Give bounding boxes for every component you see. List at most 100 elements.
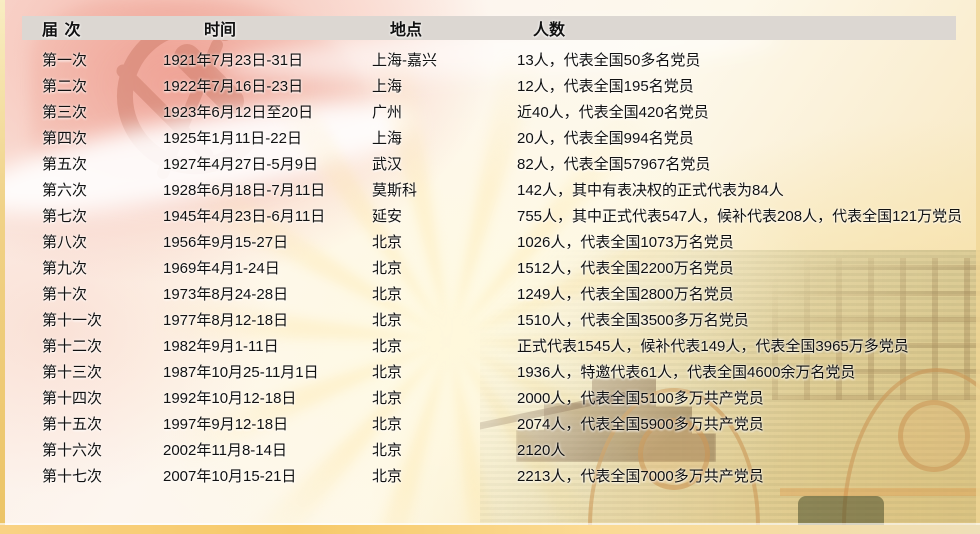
session-cell: 第二次 bbox=[42, 77, 88, 95]
location-cell: 北京 bbox=[372, 389, 403, 407]
location-cell: 广州 bbox=[372, 103, 403, 121]
header-attendance: 人数 bbox=[533, 22, 566, 39]
table-row: 第十次 1973年8月24-28日 北京 1249人，代表全国2800万名党员 bbox=[22, 280, 956, 306]
table-row: 第二次 1922年7月16日-23日 上海 12人，代表全国195名党员 bbox=[22, 72, 956, 98]
location-cell: 武汉 bbox=[372, 155, 403, 173]
table-row: 第十六次 2002年11月8-14日 北京 2120人 bbox=[22, 436, 956, 462]
time-cell: 1997年9月12-18日 bbox=[163, 415, 289, 433]
attendance-cell: 1510人，代表全国3500多万名党员 bbox=[517, 311, 749, 329]
session-cell: 第一次 bbox=[42, 51, 88, 69]
table-row: 第三次 1923年6月12日至20日 广州 近40人，代表全国420名党员 bbox=[22, 98, 956, 124]
attendance-cell: 2000人，代表全国5100多万共产党员 bbox=[517, 389, 764, 407]
location-cell: 北京 bbox=[372, 337, 403, 355]
attendance-cell: 1249人，代表全国2800万名党员 bbox=[517, 285, 734, 303]
time-cell: 1925年1月11日-22日 bbox=[163, 129, 302, 147]
time-cell: 2002年11月8-14日 bbox=[163, 441, 287, 459]
session-cell: 第八次 bbox=[42, 233, 88, 251]
location-cell: 北京 bbox=[372, 311, 403, 329]
session-cell: 第九次 bbox=[42, 259, 88, 277]
session-cell: 第四次 bbox=[42, 129, 88, 147]
location-cell: 延安 bbox=[372, 207, 403, 225]
time-cell: 1927年4月27日-5月9日 bbox=[163, 155, 319, 173]
table-row: 第八次 1956年9月15-27日 北京 1026人，代表全国1073万名党员 bbox=[22, 228, 956, 254]
header-location: 地点 bbox=[390, 22, 423, 39]
table-row: 第一次 1921年7月23日-31日 上海-嘉兴 13人，代表全国50多名党员 bbox=[22, 46, 956, 72]
attendance-cell: 1026人，代表全国1073万名党员 bbox=[517, 233, 734, 251]
attendance-cell: 13人，代表全国50多名党员 bbox=[517, 51, 701, 69]
attendance-cell: 近40人，代表全国420名党员 bbox=[517, 103, 709, 121]
time-cell: 1922年7月16日-23日 bbox=[163, 77, 304, 95]
time-cell: 2007年10月15-21日 bbox=[163, 467, 297, 485]
time-cell: 1982年9月1-11日 bbox=[163, 337, 279, 355]
header-session: 届 次 bbox=[42, 22, 82, 39]
location-cell: 上海 bbox=[372, 129, 403, 147]
arch-ornament-right bbox=[898, 400, 970, 472]
time-cell: 1921年7月23日-31日 bbox=[163, 51, 304, 69]
table-row: 第九次 1969年4月1-24日 北京 1512人，代表全国2200万名党员 bbox=[22, 254, 956, 280]
session-cell: 第十二次 bbox=[42, 337, 103, 355]
time-cell: 1969年4月1-24日 bbox=[163, 259, 280, 277]
session-cell: 第三次 bbox=[42, 103, 88, 121]
location-cell: 北京 bbox=[372, 259, 403, 277]
table-row: 第十七次 2007年10月15-21日 北京 2213人，代表全国7000多万共… bbox=[22, 462, 956, 488]
header-time: 时间 bbox=[204, 22, 237, 39]
time-cell: 1992年10月12-18日 bbox=[163, 389, 297, 407]
table-row: 第十三次 1987年10月25-11月1日 北京 1936人，特邀代表61人，代… bbox=[22, 358, 956, 384]
table-body: 第一次 1921年7月23日-31日 上海-嘉兴 13人，代表全国50多名党员 … bbox=[22, 46, 962, 488]
table-row: 第四次 1925年1月11日-22日 上海 20人，代表全国994名党员 bbox=[22, 124, 956, 150]
attendance-cell: 2120人 bbox=[517, 441, 566, 459]
session-cell: 第七次 bbox=[42, 207, 88, 225]
location-cell: 莫斯科 bbox=[372, 181, 418, 199]
attendance-cell: 82人，代表全国57967名党员 bbox=[517, 155, 711, 173]
session-cell: 第十五次 bbox=[42, 415, 103, 433]
table-row: 第五次 1927年4月27日-5月9日 武汉 82人，代表全国57967名党员 bbox=[22, 150, 956, 176]
attendance-cell: 正式代表1545人，候补代表149人，代表全国3965万多党员 bbox=[517, 337, 909, 355]
location-cell: 北京 bbox=[372, 467, 403, 485]
time-cell: 1928年6月18日-7月11日 bbox=[163, 181, 326, 199]
session-cell: 第十四次 bbox=[42, 389, 103, 407]
historic-building-photo bbox=[469, 250, 980, 534]
attendance-cell: 755人，其中正式代表547人，候补代表208人，代表全国121万党员 bbox=[517, 207, 963, 225]
time-cell: 1987年10月25-11月1日 bbox=[163, 363, 319, 381]
brick-band-graphic bbox=[780, 488, 980, 496]
session-cell: 第十三次 bbox=[42, 363, 103, 381]
bottom-edge-strip bbox=[0, 525, 980, 534]
right-edge-strip bbox=[976, 0, 980, 525]
left-edge-strip bbox=[0, 0, 5, 525]
table-row: 第十四次 1992年10月12-18日 北京 2000人，代表全国5100多万共… bbox=[22, 384, 956, 410]
location-cell: 北京 bbox=[372, 285, 403, 303]
table-row: 第十二次 1982年9月1-11日 北京 正式代表1545人，候补代表149人，… bbox=[22, 332, 956, 358]
attendance-cell: 12人，代表全国195名党员 bbox=[517, 77, 694, 95]
location-cell: 北京 bbox=[372, 233, 403, 251]
session-cell: 第十七次 bbox=[42, 467, 103, 485]
session-cell: 第十一次 bbox=[42, 311, 103, 329]
session-cell: 第六次 bbox=[42, 181, 88, 199]
location-cell: 上海 bbox=[372, 77, 403, 95]
table-row: 第七次 1945年4月23日-6月11日 延安 755人，其中正式代表547人，… bbox=[22, 202, 962, 228]
location-cell: 北京 bbox=[372, 363, 403, 381]
table-header-row: 届 次 时间 地点 人数 bbox=[22, 16, 956, 40]
table-row: 第十五次 1997年9月12-18日 北京 2074人，代表全国5900多万共产… bbox=[22, 410, 956, 436]
attendance-cell: 2213人，代表全国7000多万共产党员 bbox=[517, 467, 764, 485]
time-cell: 1923年6月12日至20日 bbox=[163, 103, 314, 121]
attendance-cell: 142人，其中有表决权的正式代表为84人 bbox=[517, 181, 784, 199]
session-cell: 第十六次 bbox=[42, 441, 103, 459]
location-cell: 北京 bbox=[372, 415, 403, 433]
location-cell: 上海-嘉兴 bbox=[372, 51, 437, 69]
attendance-cell: 20人，代表全国994名党员 bbox=[517, 129, 694, 147]
session-cell: 第十次 bbox=[42, 285, 88, 303]
attendance-cell: 1512人，代表全国2200万名党员 bbox=[517, 259, 734, 277]
time-cell: 1956年9月15-27日 bbox=[163, 233, 289, 251]
table-row: 第十一次 1977年8月12-18日 北京 1510人，代表全国3500多万名党… bbox=[22, 306, 956, 332]
attendance-cell: 1936人，特邀代表61人，代表全国4600余万名党员 bbox=[517, 363, 856, 381]
table-row: 第六次 1928年6月18日-7月11日 莫斯科 142人，其中有表决权的正式代… bbox=[22, 176, 956, 202]
time-cell: 1977年8月12-18日 bbox=[163, 311, 289, 329]
congress-table: 届 次 时间 地点 人数 第一次 1921年7月23日-31日 上海-嘉兴 13… bbox=[22, 16, 962, 488]
location-cell: 北京 bbox=[372, 441, 403, 459]
attendance-cell: 2074人，代表全国5900多万共产党员 bbox=[517, 415, 764, 433]
arch-ornament-left bbox=[638, 418, 710, 490]
time-cell: 1973年8月24-28日 bbox=[163, 285, 289, 303]
session-cell: 第五次 bbox=[42, 155, 88, 173]
time-cell: 1945年4月23日-6月11日 bbox=[163, 207, 326, 225]
